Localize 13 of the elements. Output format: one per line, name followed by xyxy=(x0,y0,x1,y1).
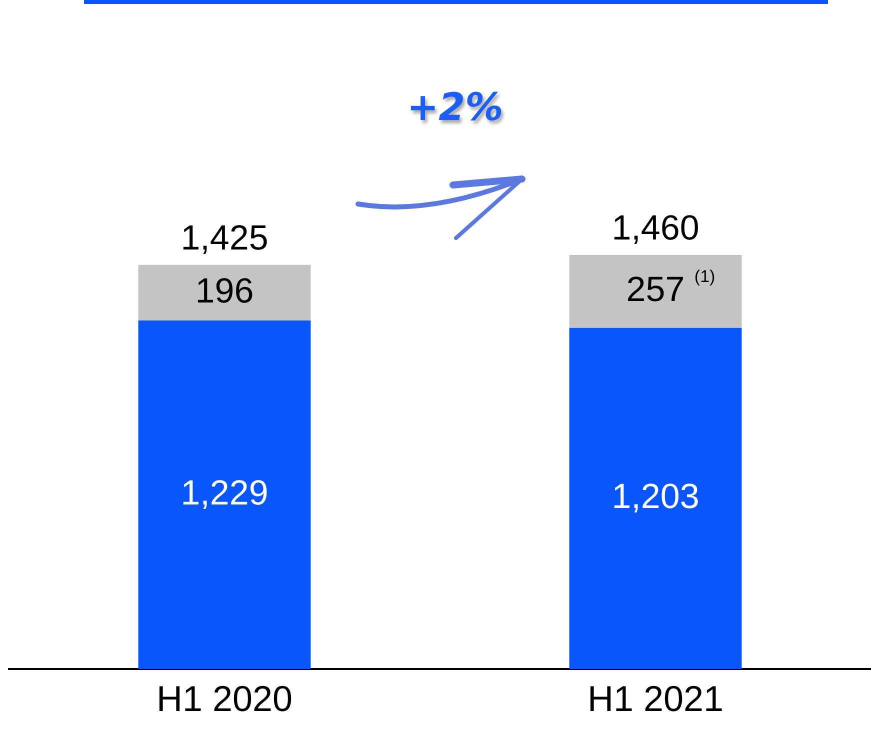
bar xyxy=(569,328,742,669)
data-label: 1,203 xyxy=(612,477,700,516)
x-tick-label: H1 2020 xyxy=(156,678,293,719)
total-label: 1,425 xyxy=(180,218,268,258)
data-label: 1,229 xyxy=(180,473,268,512)
data-label: 196 xyxy=(195,271,254,310)
bar xyxy=(138,320,311,669)
x-tick-label: H1 2021 xyxy=(587,678,724,719)
bar xyxy=(138,264,311,321)
data-label: 257 (1) xyxy=(626,267,716,310)
total-label: 1,460 xyxy=(612,208,700,248)
bar xyxy=(569,255,742,328)
text: +2% xyxy=(406,85,504,129)
